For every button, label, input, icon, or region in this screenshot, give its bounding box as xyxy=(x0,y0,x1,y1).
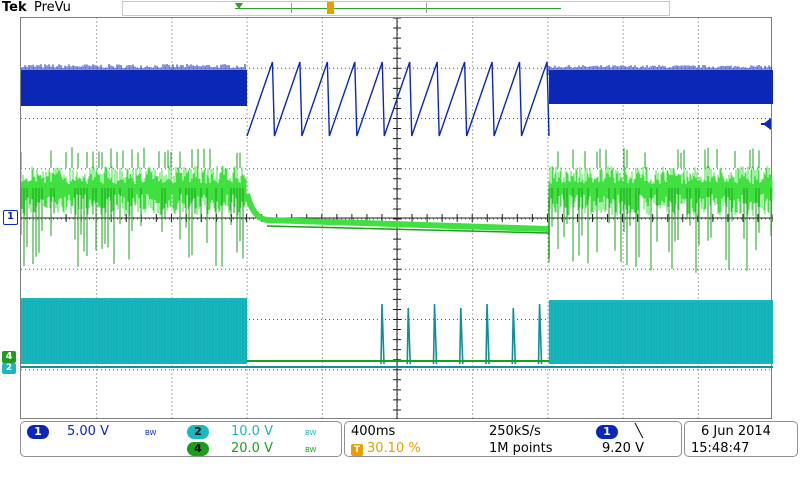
trigger-source-badge[interactable]: 1 xyxy=(596,425,618,439)
trigger-level: 9.20 V xyxy=(602,441,644,456)
timebase-panel[interactable]: 400ms 250kS/s 1M points T 30.10 % 1 ╲ 9.… xyxy=(344,421,682,457)
ch1-band-right xyxy=(549,70,773,104)
ch2-ground-marker[interactable]: 2 xyxy=(2,363,16,374)
horizontal-scale: 400ms xyxy=(351,424,396,439)
ch2-bw-limit: BW xyxy=(305,429,317,437)
falling-edge-icon: ╲ xyxy=(635,424,643,439)
ch4-bw-limit: BW xyxy=(305,446,317,454)
ch1-ground-marker[interactable]: 1 xyxy=(3,210,18,225)
trigger-level-arrow-icon[interactable] xyxy=(761,118,771,130)
ch2-band-right xyxy=(549,300,773,364)
trigger-position-value: 30.10 % xyxy=(367,441,421,456)
ch2-band-left xyxy=(21,298,247,364)
ch1-noise xyxy=(20,64,772,80)
record-window[interactable] xyxy=(291,3,427,13)
waveform-canvas xyxy=(20,17,774,420)
ch1-scale: 5.00 V xyxy=(67,424,109,439)
ch4-ground-marker[interactable]: 4 xyxy=(2,351,16,363)
record-line xyxy=(235,8,561,9)
brand-logo: Tek xyxy=(2,0,27,15)
trigger-position-icon: T xyxy=(351,444,363,456)
ch4-low-trace-edge xyxy=(266,225,550,234)
ch4-badge[interactable]: 4 xyxy=(187,442,209,456)
ch2-band-texture xyxy=(20,300,772,364)
record-trigger-icon xyxy=(327,2,334,14)
ch4-scale: 20.0 V xyxy=(231,441,273,456)
ch1-sawtooth-waveform xyxy=(246,61,550,137)
channel-scale-panel[interactable]: 1 5.00 V BW 2 10.0 V BW 4 20.0 V BW xyxy=(20,421,342,457)
record-length: 1M points xyxy=(489,441,553,456)
ch1-bw-limit: BW xyxy=(145,429,157,437)
ch2-badge[interactable]: 2 xyxy=(187,425,209,439)
datetime-panel: 6 Jun 2014 15:48:47 xyxy=(684,421,798,457)
record-start-marker-icon xyxy=(235,3,243,9)
acquisition-mode: PreVu xyxy=(34,0,71,15)
ch2-pulses xyxy=(380,303,543,365)
ch4-low-trace xyxy=(244,193,550,232)
time: 15:48:47 xyxy=(691,441,750,456)
ch1-badge[interactable]: 1 xyxy=(27,425,49,439)
date: 6 Jun 2014 xyxy=(701,424,771,439)
ch4-spikes xyxy=(20,147,772,273)
waveform-display[interactable] xyxy=(20,17,774,420)
top-bar: Tek PreVu xyxy=(0,0,800,17)
status-bar: 1 5.00 V BW 2 10.0 V BW 4 20.0 V BW 400m… xyxy=(0,419,800,480)
record-view-bar[interactable] xyxy=(122,1,670,16)
ch2-scale: 10.0 V xyxy=(231,424,273,439)
sample-rate: 250kS/s xyxy=(489,424,541,439)
ch1-band-left xyxy=(21,70,247,106)
